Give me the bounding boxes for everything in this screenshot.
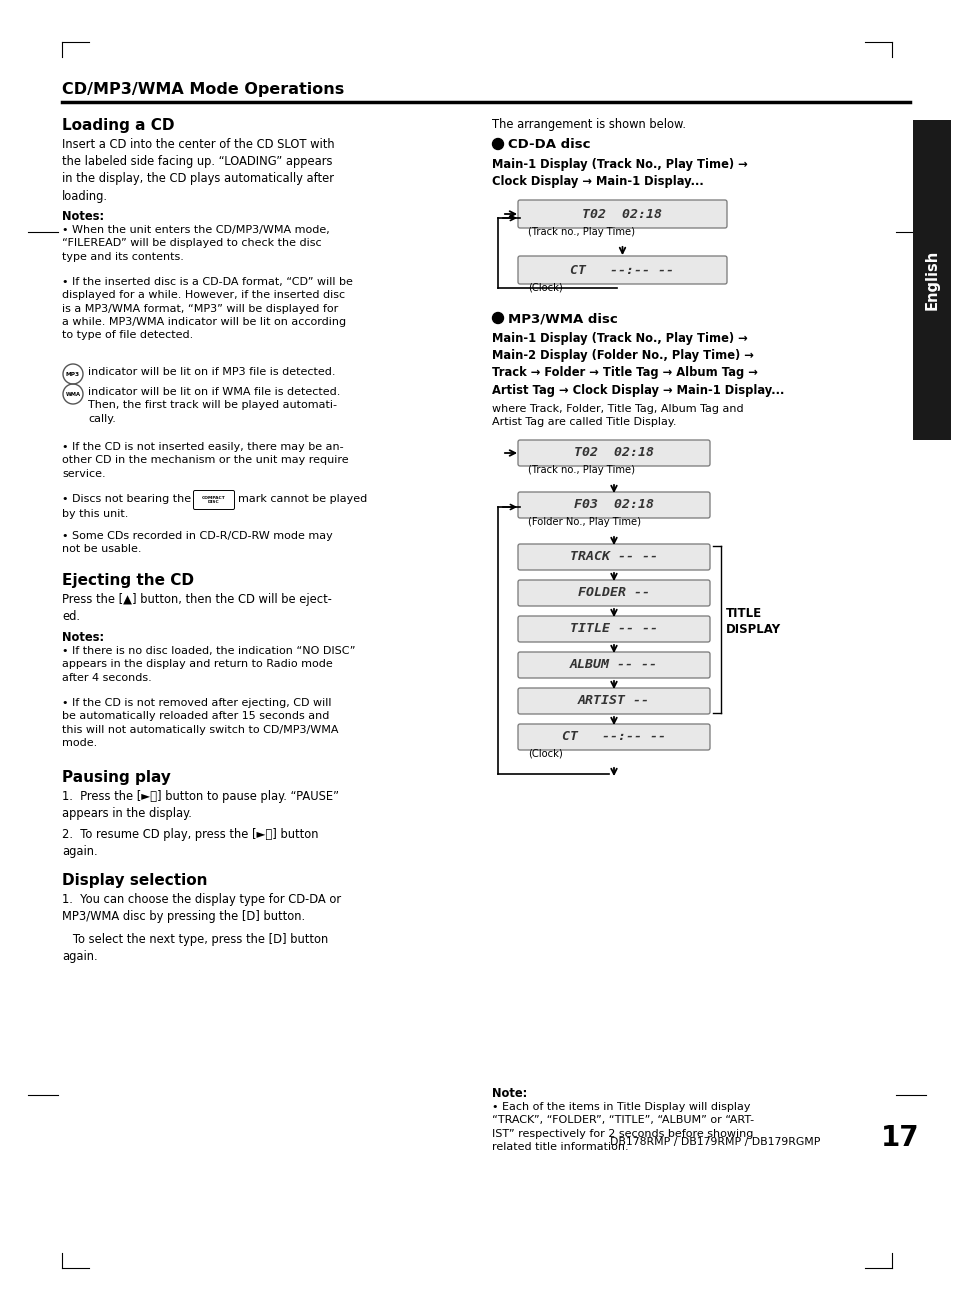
FancyBboxPatch shape — [193, 490, 234, 510]
FancyBboxPatch shape — [517, 616, 709, 642]
Bar — [912, 121, 950, 440]
Text: indicator will be lit on if MP3 file is detected.: indicator will be lit on if MP3 file is … — [88, 367, 335, 377]
Text: • If the CD is not inserted easily, there may be an-
other CD in the mechanism o: • If the CD is not inserted easily, ther… — [62, 441, 348, 478]
Text: by this unit.: by this unit. — [62, 510, 129, 519]
Text: Note:: Note: — [492, 1087, 527, 1100]
Text: • If there is no disc loaded, the indication “NO DISC”
appears in the display an: • If there is no disc loaded, the indica… — [62, 646, 355, 683]
Text: • Each of the items in Title Display will display
“TRACK”, “FOLDER”, “TITLE”, “A: • Each of the items in Title Display wil… — [492, 1102, 753, 1151]
Text: 2.  To resume CD play, press the [►⏸] button
again.: 2. To resume CD play, press the [►⏸] but… — [62, 828, 318, 858]
Text: CD-DA disc: CD-DA disc — [507, 138, 590, 151]
Text: MP3/WMA disc: MP3/WMA disc — [507, 312, 618, 325]
Text: (Track no., Play Time): (Track no., Play Time) — [527, 465, 635, 476]
Text: CD/MP3/WMA Mode Operations: CD/MP3/WMA Mode Operations — [62, 83, 344, 97]
Text: 1.  You can choose the display type for CD-DA or
MP3/WMA disc by pressing the [D: 1. You can choose the display type for C… — [62, 893, 341, 924]
Text: English: English — [923, 250, 939, 310]
Text: WMA: WMA — [66, 392, 80, 397]
Text: indicator will be lit on if WMA file is detected.
Then, the first track will be : indicator will be lit on if WMA file is … — [88, 386, 340, 423]
FancyBboxPatch shape — [517, 580, 709, 607]
Text: • Some CDs recorded in CD-R/CD-RW mode may
not be usable.: • Some CDs recorded in CD-R/CD-RW mode m… — [62, 531, 333, 554]
Text: Notes:: Notes: — [62, 210, 104, 223]
Text: To select the next type, press the [D] button
again.: To select the next type, press the [D] b… — [62, 933, 328, 963]
Text: Insert a CD into the center of the CD SLOT with
the labeled side facing up. “LOA: Insert a CD into the center of the CD SL… — [62, 138, 335, 203]
FancyBboxPatch shape — [517, 652, 709, 679]
FancyBboxPatch shape — [517, 688, 709, 714]
Text: CT   --:-- --: CT --:-- -- — [561, 731, 665, 744]
Text: Notes:: Notes: — [62, 631, 104, 645]
Text: (Clock): (Clock) — [527, 749, 562, 758]
FancyBboxPatch shape — [517, 200, 726, 228]
Text: • When the unit enters the CD/MP3/WMA mode,
“FILEREAD” will be displayed to chec: • When the unit enters the CD/MP3/WMA mo… — [62, 225, 330, 262]
FancyBboxPatch shape — [517, 440, 709, 466]
Text: T02  02:18: T02 02:18 — [574, 447, 654, 460]
Text: Loading a CD: Loading a CD — [62, 118, 174, 134]
Text: TITLE -- --: TITLE -- -- — [569, 622, 658, 635]
Text: mark cannot be played: mark cannot be played — [237, 494, 367, 504]
Text: (Folder No., Play Time): (Folder No., Play Time) — [527, 517, 640, 527]
Text: T02  02:18: T02 02:18 — [582, 207, 661, 220]
Text: Main-1 Display (Track No., Play Time) →
Clock Display → Main-1 Display...: Main-1 Display (Track No., Play Time) → … — [492, 159, 747, 189]
Text: DB178RMP / DB179RMP / DB179RGMP: DB178RMP / DB179RMP / DB179RGMP — [609, 1137, 820, 1148]
FancyBboxPatch shape — [517, 544, 709, 570]
Text: 17: 17 — [880, 1124, 919, 1151]
Text: TITLE
DISPLAY: TITLE DISPLAY — [725, 607, 781, 637]
Text: Ejecting the CD: Ejecting the CD — [62, 572, 193, 588]
Text: • If the CD is not removed after ejecting, CD will
be automatically reloaded aft: • If the CD is not removed after ejectin… — [62, 698, 338, 748]
Circle shape — [492, 313, 503, 324]
Text: CT   --:-- --: CT --:-- -- — [570, 263, 674, 276]
Text: Display selection: Display selection — [62, 872, 208, 888]
Text: FOLDER --: FOLDER -- — [578, 587, 649, 600]
Text: The arrangement is shown below.: The arrangement is shown below. — [492, 118, 685, 131]
Text: ALBUM -- --: ALBUM -- -- — [569, 659, 658, 672]
Text: • If the inserted disc is a CD-DA format, “CD” will be
displayed for a while. Ho: • If the inserted disc is a CD-DA format… — [62, 276, 353, 341]
Circle shape — [492, 139, 503, 149]
Text: Main-1 Display (Track No., Play Time) →
Main-2 Display (Folder No., Play Time) →: Main-1 Display (Track No., Play Time) → … — [492, 331, 783, 397]
Text: Press the [▲] button, then the CD will be eject-
ed.: Press the [▲] button, then the CD will b… — [62, 593, 332, 624]
FancyBboxPatch shape — [517, 724, 709, 751]
Text: ARTIST --: ARTIST -- — [578, 694, 649, 707]
FancyBboxPatch shape — [517, 255, 726, 284]
Text: MP3: MP3 — [66, 372, 80, 376]
Text: TRACK -- --: TRACK -- -- — [569, 550, 658, 563]
Text: • Discs not bearing the: • Discs not bearing the — [62, 494, 191, 504]
Text: 1.  Press the [►⏸] button to pause play. “PAUSE”
appears in the display.: 1. Press the [►⏸] button to pause play. … — [62, 790, 338, 820]
Text: COMPACT
DISC: COMPACT DISC — [202, 496, 226, 504]
Text: Pausing play: Pausing play — [62, 770, 171, 785]
Text: (Track no., Play Time): (Track no., Play Time) — [527, 227, 635, 237]
Text: (Clock): (Clock) — [527, 283, 562, 293]
Text: where Track, Folder, Title Tag, Album Tag and
Artist Tag are called Title Displa: where Track, Folder, Title Tag, Album Ta… — [492, 403, 742, 427]
FancyBboxPatch shape — [517, 493, 709, 517]
Text: F03  02:18: F03 02:18 — [574, 499, 654, 511]
